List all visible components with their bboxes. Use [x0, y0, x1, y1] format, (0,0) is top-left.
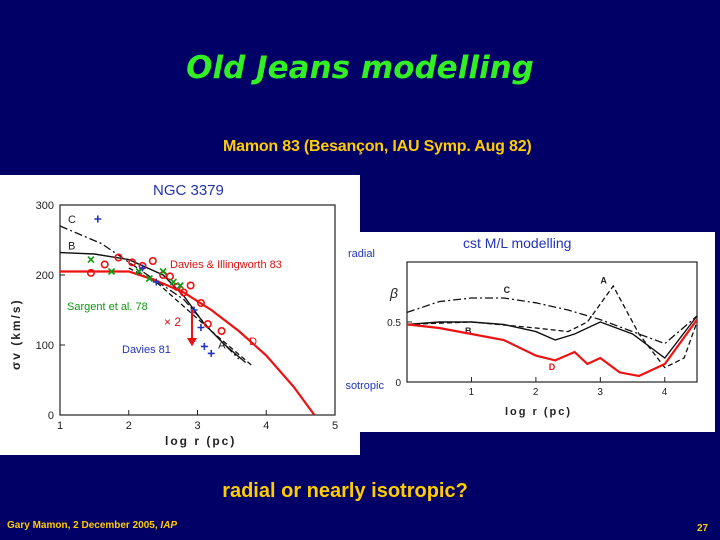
velocity-dispersion-chart: 1 2 3 4 5 0 100 200 300 C B A D NGC 3379 log r (pc)… — [0, 175, 360, 455]
chart2-series-label-D: D — [549, 362, 556, 372]
chart2-xlabel: log r (pc) — [505, 406, 572, 418]
chart2-ytick-label: 0.5 — [387, 318, 401, 329]
page-number: 27 — [697, 523, 709, 534]
chart1-point-davies-illingworth — [179, 288, 188, 297]
legend-davies-illingworth: Davies & Illingworth 83 — [170, 259, 282, 271]
chart1-series-label-B: B — [68, 241, 75, 253]
chart1-point-davies81 — [197, 324, 205, 331]
slide-footer: Gary Mamon, 2 December 2005, IAP — [7, 520, 177, 531]
chart1-series-C — [59, 225, 240, 360]
anisotropy-chart: 1 2 3 4 0 0.5 C B A D cst M/L modelling radial i… — [345, 232, 715, 432]
chart2-xtick-label: 2 — [533, 387, 539, 398]
chart1-point-davies81 — [200, 342, 208, 350]
chart1-point-sargent — [107, 267, 116, 276]
chart2-series-label-C: C — [504, 285, 511, 295]
chart1-point-davies-illingworth — [186, 281, 195, 290]
chart1-point-davies-illingworth — [100, 260, 109, 269]
chart1-point-davies-illingworth — [172, 282, 181, 291]
chart1-point-sargent — [159, 267, 167, 276]
chart2-series-label-A: A — [600, 276, 607, 286]
footer-author: Gary Mamon, 2 December 2005, — [7, 520, 161, 531]
chart1-point-davies81 — [94, 215, 102, 223]
chart1-ytick-label: 200 — [36, 270, 54, 282]
chart2-label-isotropic: isotropic — [345, 380, 384, 392]
chart1-point-davies-illingworth — [86, 268, 95, 277]
chart2-ylabel: β — [389, 285, 398, 301]
chart1-series-label-C: C — [68, 214, 76, 226]
chart1-xtick-label: 3 — [195, 420, 201, 432]
chart2-series-B — [406, 315, 698, 359]
chart1-point-davies-illingworth — [114, 253, 123, 262]
chart1-title: NGC 3379 — [153, 182, 224, 199]
slide-title: Old Jeans modelling — [186, 50, 534, 86]
chart2-title: cst M/L modelling — [463, 235, 571, 251]
chart1-point-davies-illingworth — [148, 257, 157, 266]
slide-subtitle: Mamon 83 (Besançon, IAU Symp. Aug 82) — [223, 138, 532, 155]
legend-davies81: Davies 81 — [122, 344, 171, 356]
chart1-series-label-D: D — [249, 336, 257, 348]
chart1-ytick-label: 100 — [36, 340, 54, 352]
chart2-svg: 1 2 3 4 0 0.5 C B A D cst M/L modelling radial i… — [345, 235, 698, 418]
chart1-svg: 1 2 3 4 5 0 100 200 300 C B A D NGC 3379 log r (pc)… — [9, 182, 338, 448]
chart1-point-davies-illingworth — [128, 258, 137, 267]
chart1-xlabel-visible: log r (pc) — [165, 434, 236, 448]
chart1-point-davies-illingworth — [166, 272, 175, 281]
chart1-point-sargent — [87, 256, 95, 264]
chart1-point-davies81 — [139, 264, 146, 272]
chart1-annotation-arrowhead — [187, 338, 197, 347]
chart1-xtick-label: 5 — [332, 420, 338, 432]
chart1-point-davies-illingworth — [217, 327, 226, 336]
chart1-point-davies-illingworth — [203, 320, 212, 329]
chart1-xtick-label: 2 — [126, 420, 132, 432]
chart2-series-D — [406, 318, 698, 378]
chart2-xtick-label: 3 — [597, 387, 603, 398]
chart2-series-label-B: B — [465, 326, 472, 336]
chart2-label-radial: radial — [348, 248, 375, 260]
chart1-xtick-label: 1 — [57, 420, 63, 432]
chart1-point-sargent — [145, 274, 153, 283]
chart1-point-sargent — [135, 267, 143, 276]
chart1-xtick-label: 4 — [263, 420, 269, 432]
annotation-times-2: × 2 — [164, 315, 181, 329]
chart2-xtick-label: 4 — [662, 387, 668, 398]
chart1-ytick-label: 300 — [36, 200, 54, 212]
slide-question: radial or nearly isotropic? — [222, 480, 468, 502]
chart2-series-A — [406, 284, 698, 369]
footer-venue: IAP — [160, 520, 178, 531]
chart1-ylabel-visible: σv (km/s) — [9, 298, 23, 370]
chart1-point-davies81 — [207, 349, 215, 357]
chart1-point-sargent — [176, 281, 184, 290]
legend-sargent: Sargent et al. 78 — [67, 301, 148, 313]
chart1-point-sargent — [169, 278, 178, 286]
chart2-series-C — [406, 297, 698, 345]
chart1-point-davies-illingworth — [196, 299, 205, 308]
chart1-series-label-A: A — [218, 340, 226, 352]
chart2-ytick-label: 0 — [395, 378, 401, 389]
chart2-xtick-label: 1 — [468, 387, 474, 398]
chart1-point-davies81 — [152, 278, 160, 286]
chart1-ytick-label: 0 — [48, 410, 54, 422]
